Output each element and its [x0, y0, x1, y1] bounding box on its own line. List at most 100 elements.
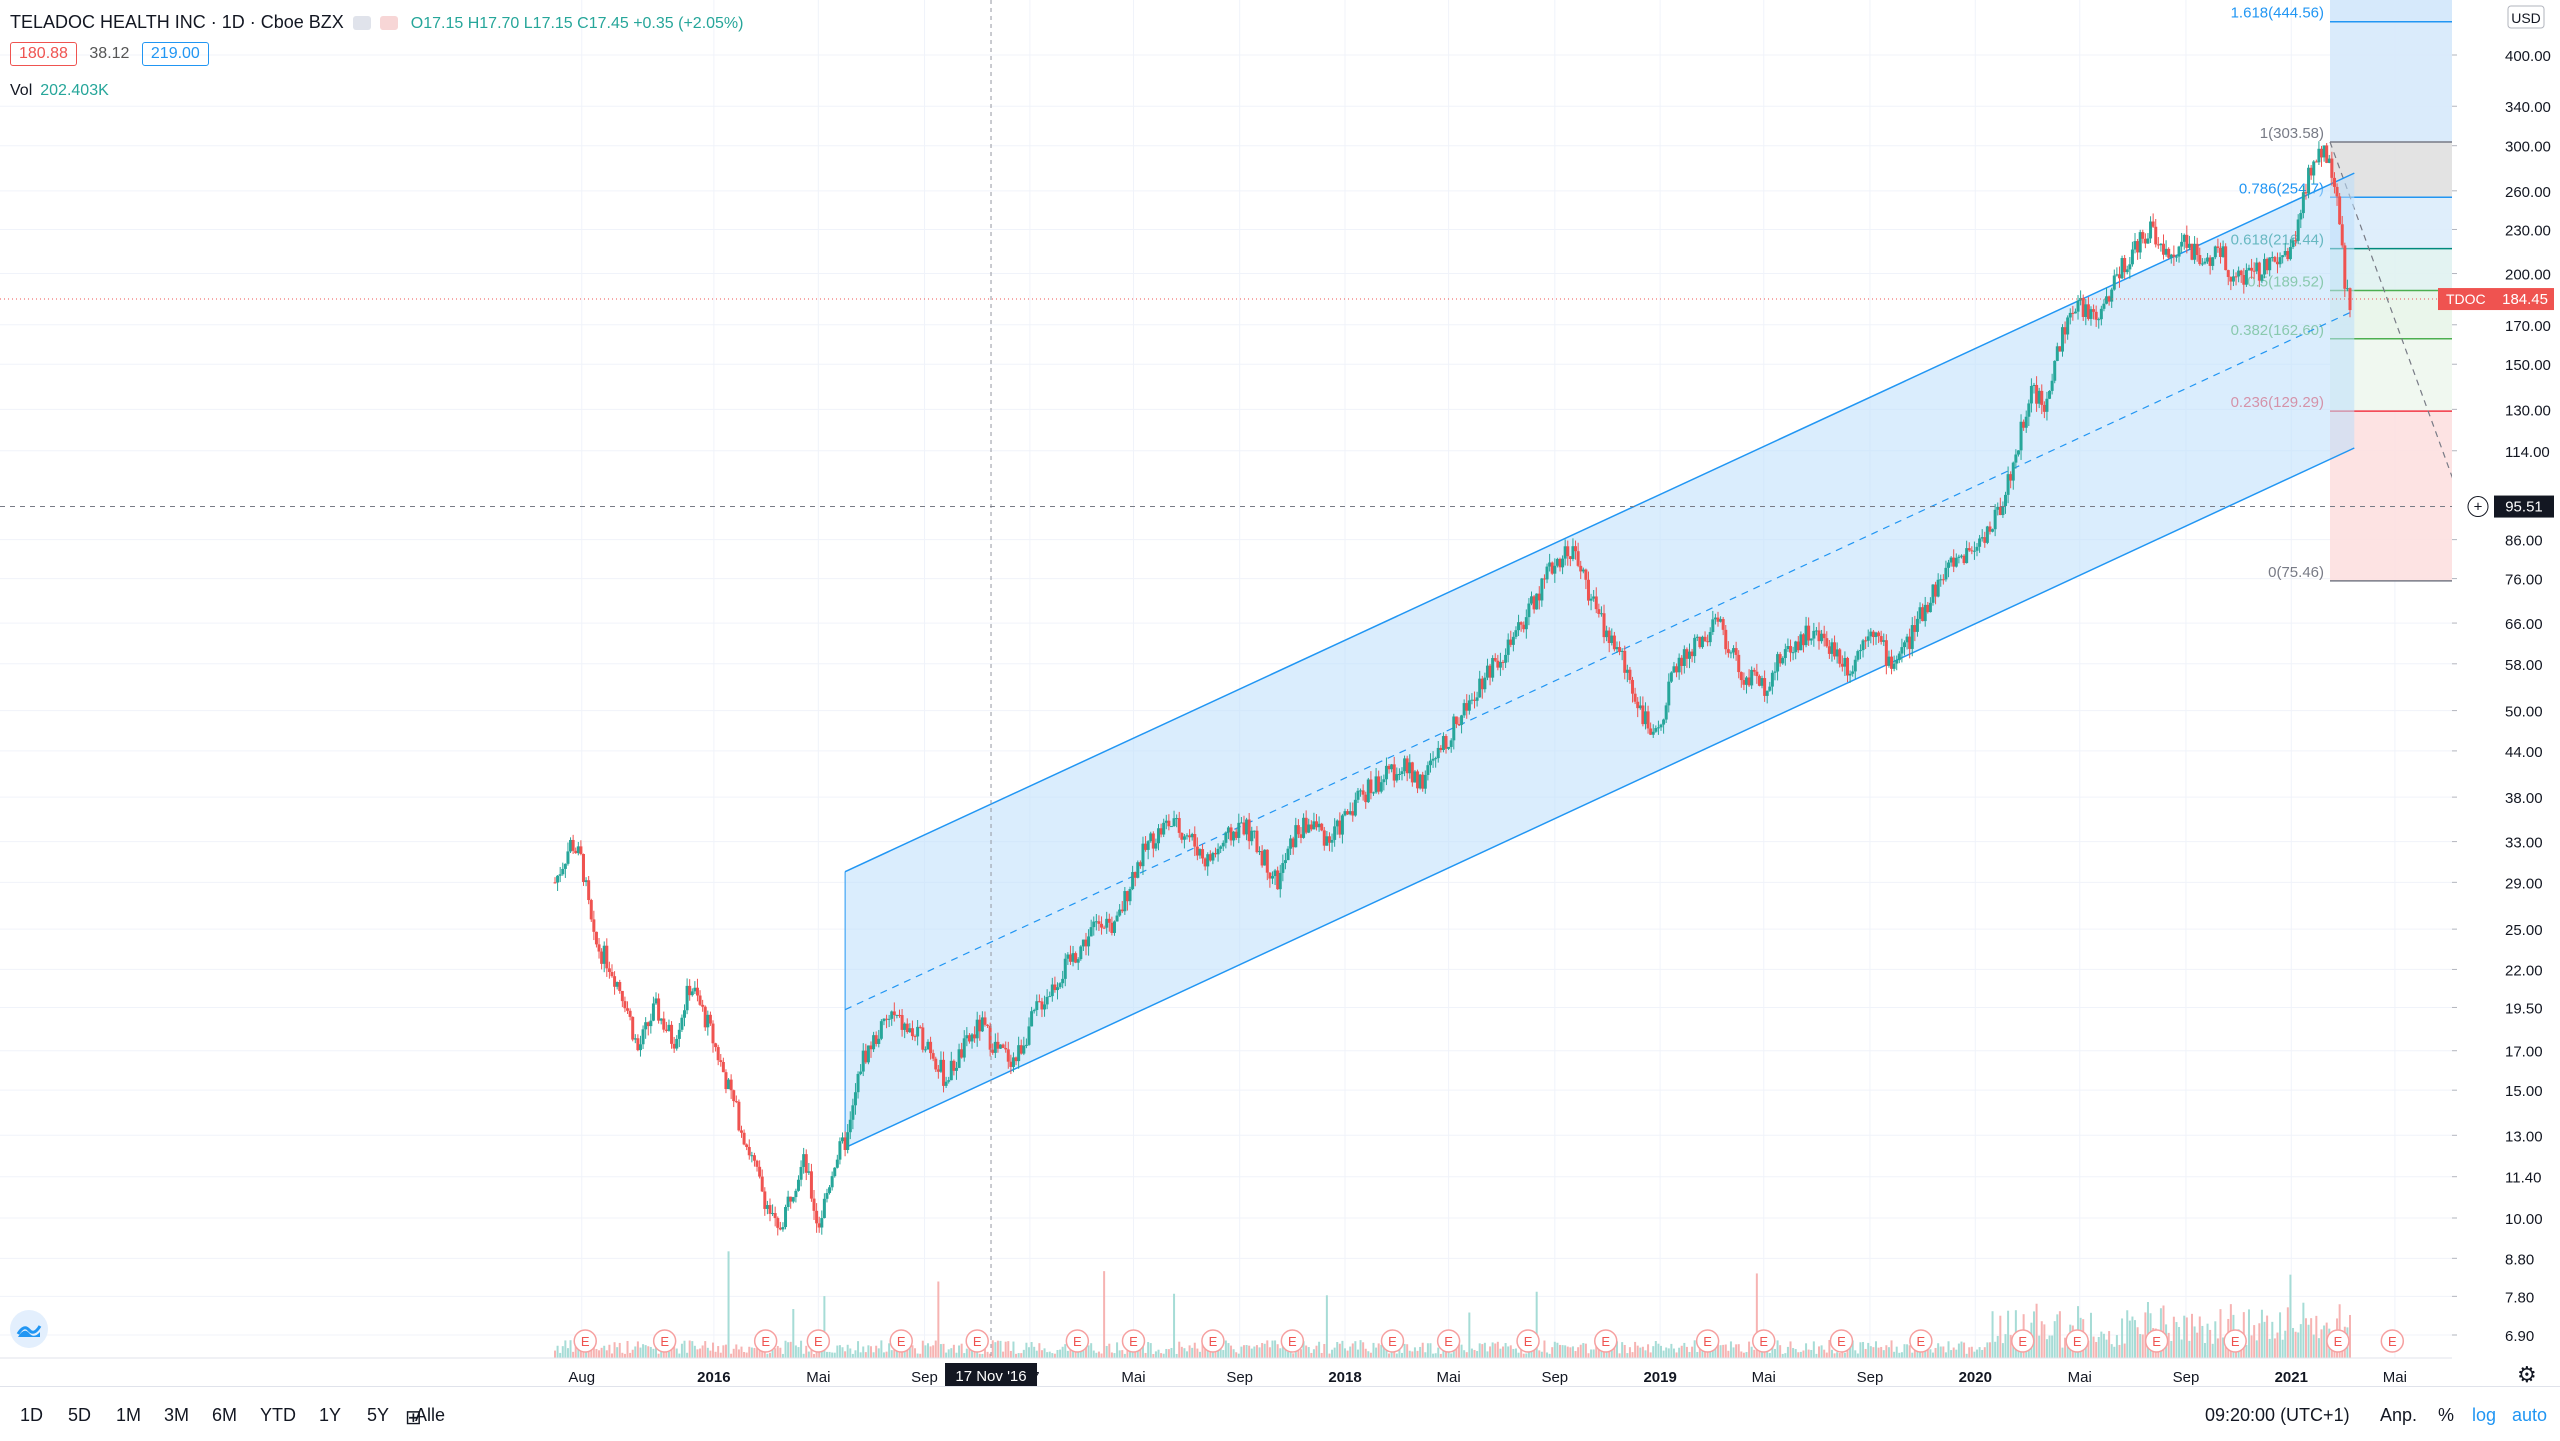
candle-body — [1079, 946, 1083, 960]
candle-body — [2226, 270, 2230, 277]
volume-bar — [1064, 1344, 1067, 1358]
candlestick-series — [553, 141, 2352, 1236]
earnings-label: E — [814, 1334, 823, 1349]
compare-icon[interactable] — [352, 16, 371, 31]
timeframe-ytd[interactable]: YTD — [260, 1405, 296, 1425]
volume-bar — [2266, 1315, 2269, 1358]
candle-body — [1550, 562, 1554, 574]
candle-body — [1294, 825, 1298, 848]
candle-body — [1193, 834, 1197, 847]
candle-body — [1213, 852, 1217, 855]
candle-body — [781, 1227, 785, 1230]
candle-body — [2242, 275, 2246, 285]
candle-body — [1024, 1044, 1028, 1046]
volume-bar — [1520, 1344, 1523, 1358]
volume-bar — [1719, 1345, 1722, 1358]
volume-bar — [1965, 1353, 1968, 1358]
candle-body — [649, 1020, 653, 1027]
candle-body — [2348, 288, 2352, 311]
candle-body — [659, 1018, 663, 1021]
candle-body — [1882, 640, 1886, 642]
volume-bar — [1038, 1343, 1041, 1358]
candle-body — [2190, 243, 2194, 260]
candle-body — [1918, 607, 1922, 619]
candle-body — [2117, 274, 2121, 279]
candle-body — [789, 1196, 793, 1202]
candle-body — [926, 1041, 930, 1050]
candle-body — [2244, 270, 2248, 285]
time-tick-label: Mai — [2068, 1369, 2092, 1386]
timeframe-6m[interactable]: 6M — [212, 1405, 238, 1425]
volume-bar — [1986, 1342, 1989, 1358]
volume-bar — [1634, 1341, 1637, 1358]
candle-body — [1276, 870, 1280, 890]
candle-body — [2177, 246, 2181, 257]
volume-bar — [1152, 1353, 1155, 1358]
candle-body — [1672, 666, 1676, 673]
candle-body — [1641, 705, 1645, 725]
timeframe-1m[interactable]: 1M — [116, 1405, 142, 1425]
candle-body — [1144, 843, 1148, 850]
volume-bar — [1561, 1345, 1564, 1358]
symbol-title[interactable]: TELADOC HEALTH INC · 1D · Cboe BZX — [10, 12, 344, 32]
percent-scale-button[interactable]: % — [2438, 1405, 2455, 1425]
candle-body — [602, 945, 606, 964]
time-tick-label: Mai — [1752, 1369, 1776, 1386]
adjust-button[interactable]: Anp. — [2380, 1405, 2418, 1425]
tradingview-logo-icon[interactable] — [10, 1310, 48, 1348]
volume-bar — [1227, 1343, 1230, 1358]
fib-zone — [2330, 0, 2452, 22]
volume-bar — [1786, 1346, 1789, 1358]
volume-bar — [1351, 1343, 1354, 1358]
time-tick-label: 2019 — [1643, 1369, 1676, 1386]
auto-scale-button[interactable]: auto — [2512, 1405, 2548, 1425]
timeframe-1y[interactable]: 1Y — [319, 1405, 342, 1425]
volume-bar — [2289, 1274, 2292, 1358]
volume-bar — [919, 1353, 922, 1358]
volume-bar — [1250, 1348, 1253, 1358]
volume-bar — [1113, 1353, 1116, 1358]
candle-body — [1879, 636, 1883, 642]
buy-button[interactable]: 219.00 — [141, 42, 209, 66]
candle-body — [1351, 811, 1355, 816]
candle-body — [760, 1176, 764, 1192]
calendar-range-icon[interactable]: ⊞ — [405, 1407, 422, 1429]
candle-body — [1957, 556, 1961, 558]
volume-bar — [1434, 1353, 1437, 1358]
volume-bar — [1595, 1342, 1598, 1358]
candle-body — [1291, 838, 1295, 848]
settings-gear-icon[interactable]: ⚙ — [2517, 1362, 2537, 1387]
volume-bar — [1794, 1349, 1797, 1358]
timeframe-alle[interactable]: Alle — [415, 1405, 446, 1425]
price-axis[interactable]: 6.90 7.80 8.80 10.00 11.40 13.00 15.00 17.00 19.… — [2438, 0, 2560, 1358]
timeframe-5d[interactable]: 5D — [68, 1405, 92, 1425]
volume-bar — [882, 1352, 885, 1358]
time-tick-label: Sep — [1857, 1369, 1884, 1386]
candle-body — [947, 1080, 951, 1082]
candle-body — [1700, 636, 1704, 648]
clock-time[interactable]: 09:20:00 (UTC+1) — [2205, 1405, 2350, 1425]
volume-bar — [600, 1347, 603, 1358]
indicator-icon[interactable] — [379, 16, 398, 31]
chart-legend: TELADOC HEALTH INC · 1D · Cboe BZX O17.1… — [10, 12, 743, 33]
timeframe-5y[interactable]: 5Y — [367, 1405, 390, 1425]
parallel-channel[interactable] — [844, 172, 2355, 1149]
time-axis[interactable]: Aug2016MaiSep'17MaiSep2018MaiSep2019MaiS… — [0, 1357, 2452, 1387]
timeframe-3m[interactable]: 3M — [164, 1405, 190, 1425]
candle-body — [2099, 308, 2103, 320]
candle-body — [2314, 161, 2318, 163]
log-scale-button[interactable]: log — [2472, 1405, 2497, 1425]
sell-button[interactable]: 180.88 — [10, 42, 77, 66]
candle-body — [1719, 619, 1723, 622]
volume-bar — [1271, 1340, 1274, 1358]
candle-body — [1724, 629, 1728, 650]
volume-bar — [1240, 1346, 1243, 1358]
volume-bar — [771, 1349, 774, 1358]
candle-body — [1431, 758, 1435, 761]
timeframe-1d[interactable]: 1D — [20, 1405, 44, 1425]
candle-body — [620, 990, 624, 1002]
candle-body — [2040, 390, 2044, 405]
candle-body — [1599, 613, 1603, 615]
